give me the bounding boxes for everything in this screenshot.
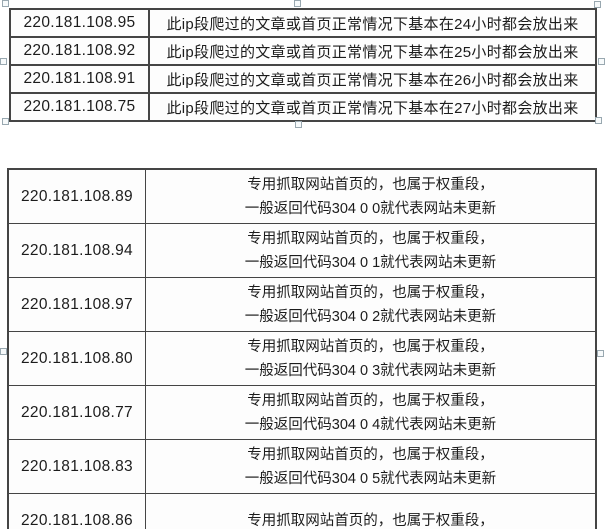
ip-cell: 220.181.108.75: [11, 94, 150, 120]
selection-handle-bottom-right[interactable]: [595, 117, 602, 124]
desc-line-1: 专用抓取网站首页的，也属于权重段，: [247, 338, 494, 355]
selection-handle-top-left[interactable]: [2, 0, 9, 7]
desc-line-1: 专用抓取网站首页的，也属于权重段，: [247, 392, 494, 409]
ip-release-time-table[interactable]: 220.181.108.95 此ip段爬过的文章或首页正常情况下基本在24小时都…: [9, 8, 597, 122]
ip-cell: 220.181.108.91: [11, 66, 150, 92]
selection-handle-mid-left[interactable]: [0, 58, 7, 65]
desc-cell: 专用抓取网站首页的，也属于权重段， 一般返回代码304 0 3就代表网站未更新: [146, 332, 595, 385]
desc-cell: 此ip段爬过的文章或首页正常情况下基本在25小时都会放出来: [166, 43, 579, 61]
selection-handle-mid-left[interactable]: [0, 348, 7, 355]
table-row: 220.181.108.95 此ip段爬过的文章或首页正常情况下基本在24小时都…: [11, 10, 595, 36]
selection-handle-top-right[interactable]: [594, 1, 601, 8]
table-row: 220.181.108.97 专用抓取网站首页的，也属于权重段， 一般返回代码3…: [9, 277, 595, 331]
desc-line-2: 一般返回代码304 0 3就代表网站未更新: [244, 362, 497, 379]
desc-line-1: 专用抓取网站首页的，也属于权重段，: [247, 512, 494, 529]
table-row: 220.181.108.89 专用抓取网站首页的，也属于权重段， 一般返回代码3…: [9, 170, 595, 223]
table-row: 220.181.108.77 专用抓取网站首页的，也属于权重段， 一般返回代码3…: [9, 385, 595, 439]
ip-cell: 220.181.108.97: [9, 278, 146, 331]
table-row: 220.181.108.80 专用抓取网站首页的，也属于权重段， 一般返回代码3…: [9, 331, 595, 385]
desc-cell: 专用抓取网站首页的，也属于权重段，: [146, 494, 595, 529]
table-row: 220.181.108.86 专用抓取网站首页的，也属于权重段，: [9, 493, 595, 529]
table-row: 220.181.108.75 此ip段爬过的文章或首页正常情况下基本在27小时都…: [11, 92, 595, 120]
ip-cell: 220.181.108.83: [9, 440, 146, 493]
table-row: 220.181.108.83 专用抓取网站首页的，也属于权重段， 一般返回代码3…: [9, 439, 595, 493]
selection-handle-mid-right[interactable]: [597, 350, 604, 357]
desc-cell: 专用抓取网站首页的，也属于权重段， 一般返回代码304 0 2就代表网站未更新: [146, 278, 595, 331]
selection-handle-mid-right[interactable]: [598, 58, 605, 65]
desc-cell: 此ip段爬过的文章或首页正常情况下基本在24小时都会放出来: [166, 15, 579, 33]
table-row: 220.181.108.91 此ip段爬过的文章或首页正常情况下基本在26小时都…: [11, 64, 595, 92]
selection-handle-bottom-left[interactable]: [2, 118, 9, 125]
desc-line-2: 一般返回代码304 0 4就代表网站未更新: [244, 416, 497, 433]
selection-handle-top-center[interactable]: [294, 0, 301, 7]
selection-handle-bottom-center[interactable]: [295, 121, 302, 128]
desc-line-2: 一般返回代码304 0 5就代表网站未更新: [244, 470, 497, 487]
desc-cell: 专用抓取网站首页的，也属于权重段， 一般返回代码304 0 4就代表网站未更新: [146, 386, 595, 439]
ip-cell: 220.181.108.77: [9, 386, 146, 439]
desc-line-2: 一般返回代码304 0 0就代表网站未更新: [244, 200, 497, 217]
ip-cell: 220.181.108.92: [11, 38, 150, 64]
ip-cell: 220.181.108.94: [9, 224, 146, 277]
desc-cell: 此ip段爬过的文章或首页正常情况下基本在27小时都会放出来: [166, 99, 579, 117]
desc-cell: 此ip段爬过的文章或首页正常情况下基本在26小时都会放出来: [166, 71, 579, 89]
desc-line-2: 一般返回代码304 0 1就代表网站未更新: [244, 254, 497, 271]
ip-cell: 220.181.108.95: [11, 10, 150, 36]
ip-cell: 220.181.108.86: [9, 494, 146, 529]
desc-cell: 专用抓取网站首页的，也属于权重段， 一般返回代码304 0 1就代表网站未更新: [146, 224, 595, 277]
ip-cell: 220.181.108.80: [9, 332, 146, 385]
desc-line-1: 专用抓取网站首页的，也属于权重段，: [247, 176, 494, 193]
table-row: 220.181.108.94 专用抓取网站首页的，也属于权重段， 一般返回代码3…: [9, 223, 595, 277]
ip-cell: 220.181.108.89: [9, 170, 146, 223]
desc-line-1: 专用抓取网站首页的，也属于权重段，: [247, 284, 494, 301]
desc-line-1: 专用抓取网站首页的，也属于权重段，: [247, 446, 494, 463]
table-row: 220.181.108.92 此ip段爬过的文章或首页正常情况下基本在25小时都…: [11, 36, 595, 64]
ip-weight-segment-table[interactable]: 220.181.108.89 专用抓取网站首页的，也属于权重段， 一般返回代码3…: [7, 168, 597, 529]
desc-line-2: 一般返回代码304 0 2就代表网站未更新: [244, 308, 497, 325]
desc-cell: 专用抓取网站首页的，也属于权重段， 一般返回代码304 0 0就代表网站未更新: [146, 170, 595, 223]
desc-line-1: 专用抓取网站首页的，也属于权重段，: [247, 230, 494, 247]
desc-cell: 专用抓取网站首页的，也属于权重段， 一般返回代码304 0 5就代表网站未更新: [146, 440, 595, 493]
